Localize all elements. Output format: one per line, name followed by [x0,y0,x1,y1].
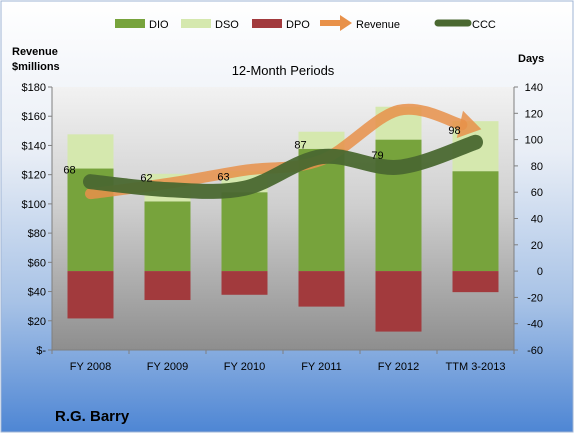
line-layer [83,103,483,200]
left-axis-tick-label: $180 [22,82,46,94]
bar-dpo [67,271,114,319]
bar-dio [452,171,499,272]
left-axis-tick-label: $100 [22,199,46,211]
right-axis-tick-label: 140 [525,82,543,94]
bar-dpo [298,271,345,307]
left-axis-tick-label: $120 [22,170,46,182]
ccc-data-label: 62 [140,173,152,185]
chart-subtitle: 12-Month Periods [232,63,335,78]
left-axis-tick-label: $40 [28,287,46,299]
right-axis-tick-label: 60 [531,187,543,199]
left-axis-tick-label: $140 [22,140,46,152]
bar-dpo [144,271,191,301]
right-axis-tick-label: -40 [527,319,543,331]
bar-dpo [221,271,268,295]
legend-label-revenue: Revenue [356,19,400,31]
right-axis-tick-label: -20 [527,292,543,304]
right-axis-tick-label: 40 [531,214,543,226]
ccc-data-label: 63 [217,171,229,183]
legend-swatch-dso [181,19,211,28]
ccc-data-label: 87 [294,140,306,152]
bar-dso [67,134,114,169]
right-axis: -60 -40 -20 0 20 40 60 80 100 120 140 [513,82,543,357]
legend-swatch-dio [115,19,145,28]
x-axis-tick-label: FY 2010 [224,361,265,373]
revenue-arrowhead [456,110,482,139]
right-axis-tick-label: 20 [531,240,543,252]
plot-area [52,87,514,350]
legend-arrow-revenue [340,15,352,31]
bar-dio [221,192,268,272]
right-axis-tick-label: 120 [525,108,543,120]
x-axis-tick-label: FY 2009 [147,361,188,373]
bar-dpo [452,271,499,293]
left-axis-tick-label: $- [36,345,46,357]
company-name: R.G. Barry [55,408,130,425]
legend: DIO DSO DPO Revenue CCC [115,15,496,31]
legend-swatch-dpo [252,19,282,28]
x-axis-tick-label: TTM 3-2013 [446,361,506,373]
left-axis: $- $20 $40 $60 $80 $100 $120 $140 $160 $180 [22,82,53,357]
ccc-data-label: 79 [371,150,383,162]
data-label-layer: 68 62 63 87 79 98 [63,125,460,184]
left-axis-tick-label: $80 [28,228,46,240]
x-axis: FY 2008 FY 2009 FY 2010 FY 2011 FY 2012 TTM 3… [51,349,515,373]
right-axis-tick-label: 0 [537,266,543,278]
right-axis-tick-label: 80 [531,161,543,173]
legend-label-dpo: DPO [286,19,310,31]
ccc-data-label: 98 [448,125,460,137]
legend-label-dso: DSO [215,19,239,31]
left-axis-title-line1: Revenue [12,46,58,58]
ccc-data-label: 68 [63,165,75,177]
right-axis-tick-label: 100 [525,135,543,147]
bar-dpo [375,271,422,332]
legend-label-ccc: CCC [472,19,496,31]
x-axis-tick-label: FY 2012 [378,361,419,373]
bar-dio [144,201,191,272]
left-axis-tick-label: $160 [22,111,46,123]
left-axis-tick-label: $60 [28,257,46,269]
left-axis-title-line2: $millions [12,61,60,73]
ccc-line [83,134,483,199]
right-axis-title: Days [518,53,544,65]
right-axis-tick-label: -60 [527,345,543,357]
bar-layer [67,106,499,332]
x-axis-tick-label: FY 2008 [70,361,111,373]
x-axis-tick-label: FY 2011 [301,361,342,373]
bar-dso [298,131,345,149]
legend-label-dio: DIO [149,19,169,31]
left-axis-tick-label: $20 [28,316,46,328]
